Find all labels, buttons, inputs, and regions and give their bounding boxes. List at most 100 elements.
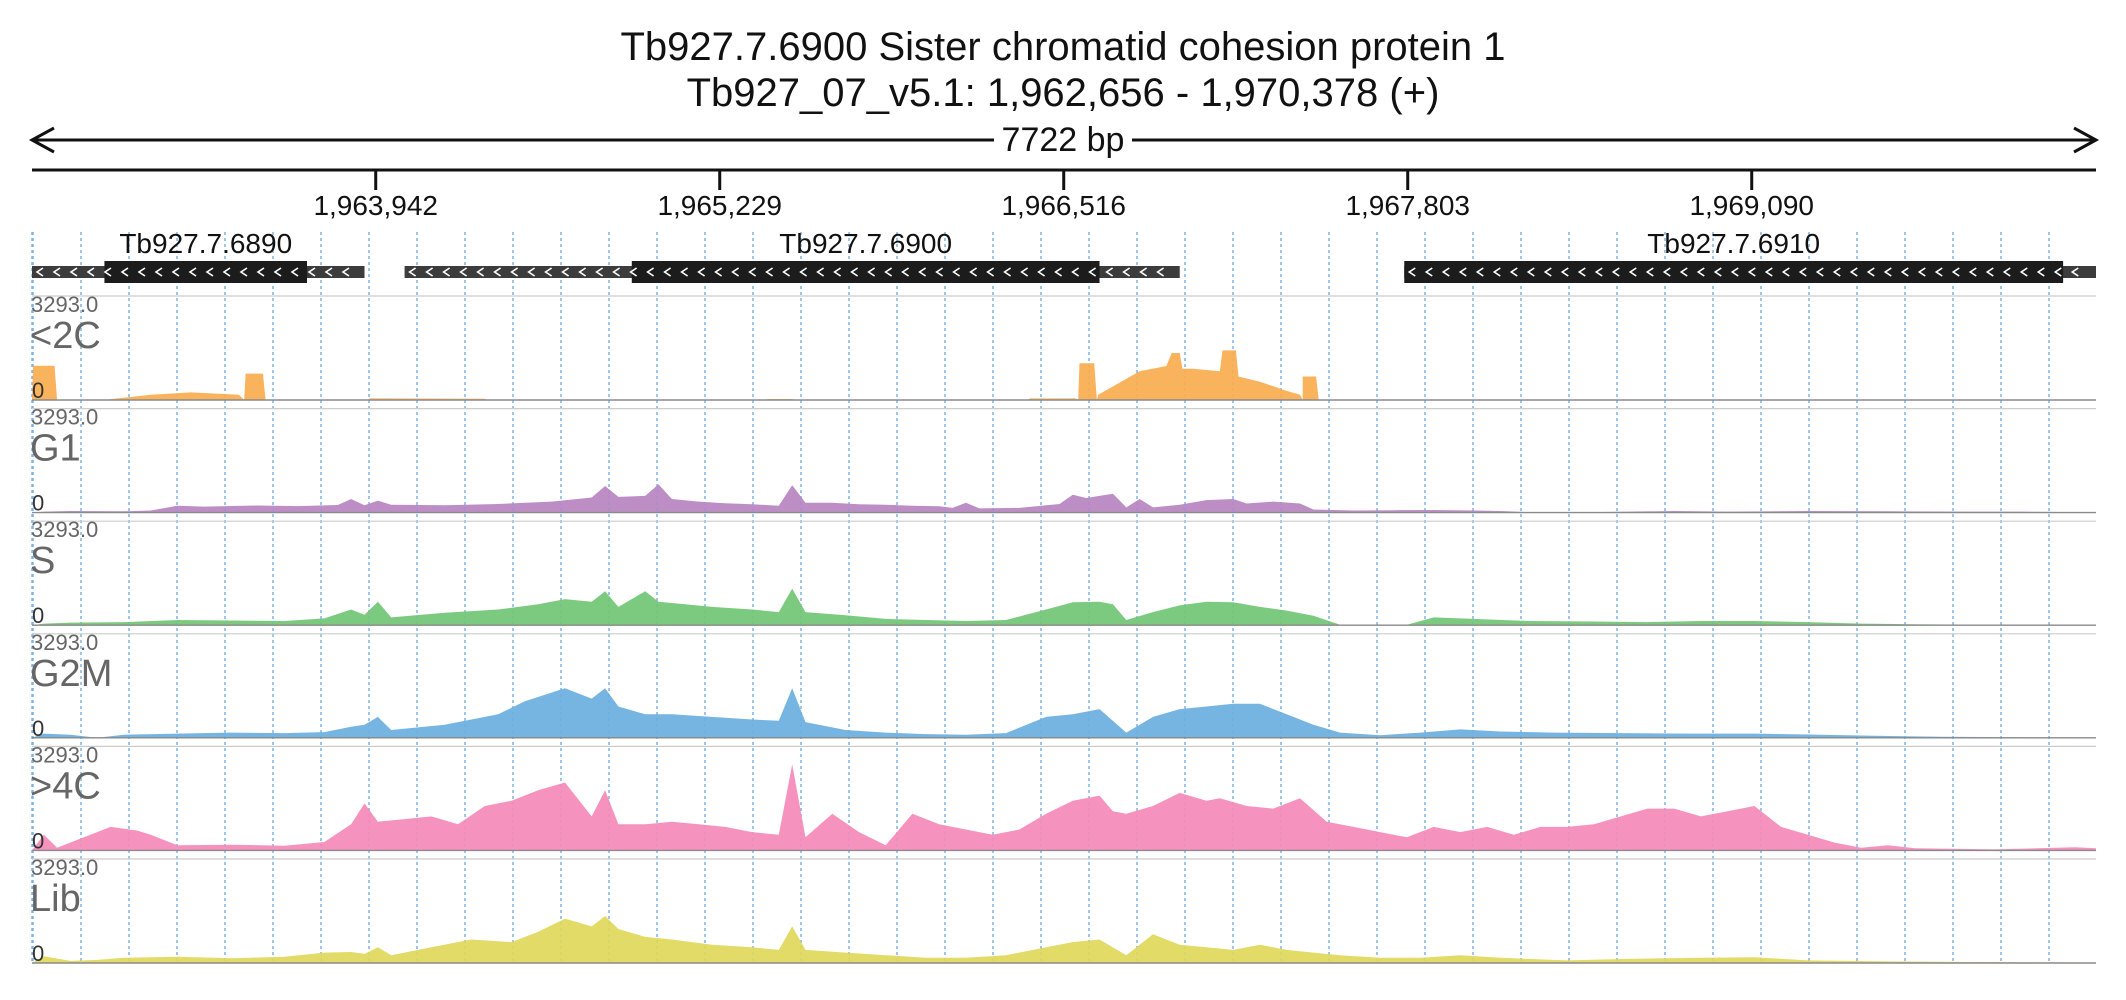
track-label-0: <2C — [30, 315, 101, 357]
strand-chevron — [850, 267, 859, 277]
strand-chevron — [35, 267, 44, 277]
strand-chevron — [2002, 267, 2011, 277]
y-max-label-2: 3293.0 — [31, 517, 98, 542]
strand-chevron — [1934, 267, 1943, 277]
strand-chevron — [2019, 267, 2028, 277]
strand-chevron — [86, 267, 95, 277]
gene-cds-1 — [631, 261, 1100, 283]
x-tick-label-2: 1,966,516 — [1001, 190, 1126, 221]
strand-chevron — [697, 267, 706, 277]
track-label-4: >4C — [30, 765, 101, 807]
strand-chevron — [510, 267, 519, 277]
strand-chevron — [1458, 267, 1467, 277]
strand-chevron — [171, 267, 180, 277]
strand-chevron — [408, 267, 417, 277]
strand-chevron — [1968, 267, 1977, 277]
x-tick-label-0: 1,963,942 — [313, 190, 438, 221]
strand-chevron — [646, 267, 655, 277]
strand-chevron — [1628, 267, 1637, 277]
y-max-label-4: 3293.0 — [31, 742, 98, 767]
strand-chevron — [1509, 267, 1518, 277]
strand-chevron — [1849, 267, 1858, 277]
y-max-label-0: 3293.0 — [31, 292, 98, 317]
coverage-area->4C — [32, 764, 2096, 851]
strand-chevron — [239, 267, 248, 277]
strand-chevron — [1832, 267, 1841, 277]
strand-chevron — [120, 267, 129, 277]
strand-chevron — [442, 267, 451, 277]
track-label-3: G2M — [30, 653, 112, 695]
y-min-label-0: 0 — [32, 378, 44, 403]
strand-chevron — [52, 267, 61, 277]
strand-chevron — [1611, 267, 1620, 277]
strand-chevron — [1560, 267, 1569, 277]
coverage-area-S — [32, 588, 2096, 626]
strand-chevron — [493, 267, 502, 277]
track-label-5: Lib — [30, 878, 81, 920]
strand-chevron — [1645, 267, 1654, 277]
strand-chevron — [969, 267, 978, 277]
strand-chevron — [1492, 267, 1501, 277]
y-min-label-2: 0 — [32, 603, 44, 628]
y-min-label-5: 0 — [32, 941, 44, 966]
strand-chevron — [578, 267, 587, 277]
strand-chevron — [1054, 267, 1063, 277]
strand-chevron — [935, 267, 944, 277]
strand-chevron — [680, 267, 689, 277]
strand-chevron — [595, 267, 604, 277]
strand-chevron — [1526, 267, 1535, 277]
coverage-area-Lib — [32, 916, 2096, 963]
strand-chevron — [1139, 267, 1148, 277]
strand-chevron — [1088, 267, 1097, 277]
strand-chevron — [1543, 267, 1552, 277]
strand-chevron — [663, 267, 672, 277]
strand-chevron — [1747, 267, 1756, 277]
strand-chevron — [561, 267, 570, 277]
strand-chevron — [884, 267, 893, 277]
y-max-label-5: 3293.0 — [31, 855, 98, 880]
x-tick-label-3: 1,967,803 — [1345, 190, 1470, 221]
y-min-label-4: 0 — [32, 828, 44, 853]
strand-chevron — [290, 267, 299, 277]
x-tick-label-4: 1,969,090 — [1689, 190, 1814, 221]
strand-chevron — [1713, 267, 1722, 277]
strand-chevron — [1815, 267, 1824, 277]
gene-label-1: Tb927.7.6900 — [779, 228, 952, 259]
strand-chevron — [1122, 267, 1131, 277]
strand-chevron — [1883, 267, 1892, 277]
strand-chevron — [137, 267, 146, 277]
strand-chevron — [2036, 267, 2045, 277]
strand-chevron — [1781, 267, 1790, 277]
strand-chevron — [1866, 267, 1875, 277]
strand-chevron — [273, 267, 282, 277]
strand-chevron — [833, 267, 842, 277]
strand-chevron — [1071, 267, 1080, 277]
strand-chevron — [748, 267, 757, 277]
strand-chevron — [867, 267, 876, 277]
y-max-label-3: 3293.0 — [31, 630, 98, 655]
strand-chevron — [731, 267, 740, 277]
strand-chevron — [256, 267, 265, 277]
strand-chevron — [1020, 267, 1029, 277]
strand-chevron — [765, 267, 774, 277]
strand-chevron — [816, 267, 825, 277]
y-min-label-1: 0 — [32, 491, 44, 516]
strand-chevron — [527, 267, 536, 277]
strand-chevron — [799, 267, 808, 277]
chart-subtitle: Tb927_07_v5.1: 1,962,656 - 1,970,378 (+) — [686, 71, 1440, 115]
y-max-label-1: 3293.0 — [31, 405, 98, 430]
strand-chevron — [629, 267, 638, 277]
track-label-1: G1 — [30, 428, 81, 470]
strand-chevron — [1424, 267, 1433, 277]
strand-chevron — [1407, 267, 1416, 277]
strand-chevron — [1577, 267, 1586, 277]
strand-chevron — [1730, 267, 1739, 277]
strand-chevron — [1003, 267, 1012, 277]
strand-chevron — [1900, 267, 1909, 277]
coverage-area-G1 — [32, 484, 2096, 513]
strand-chevron — [1985, 267, 1994, 277]
strand-chevron — [154, 267, 163, 277]
strand-chevron — [222, 267, 231, 277]
strand-chevron — [1764, 267, 1773, 277]
strand-chevron — [1951, 267, 1960, 277]
